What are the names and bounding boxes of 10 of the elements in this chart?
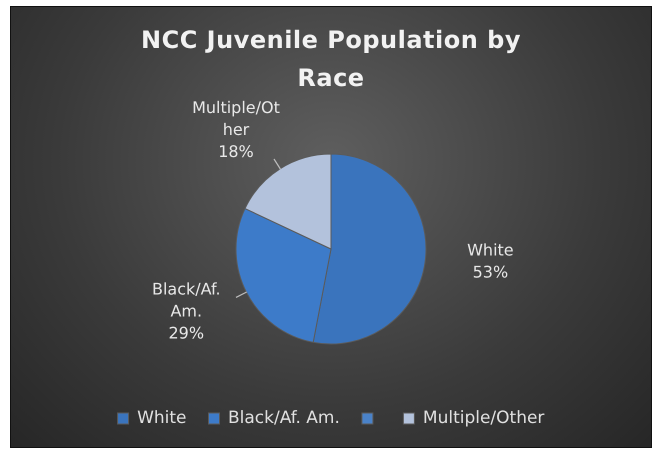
data-label: 18%: [218, 142, 254, 161]
legend-label: Black/Af. Am.: [228, 408, 340, 428]
legend-label: Multiple/Other: [422, 408, 544, 428]
data-label: 53%: [472, 262, 508, 282]
slice-label: White: [467, 240, 514, 260]
chart-title: NCC Juvenile Population by Race: [140, 25, 522, 94]
slice-label: Black/Af. Am.: [152, 280, 221, 321]
legend-label: White: [137, 408, 187, 428]
data-label: 29%: [168, 324, 204, 343]
slice-label: Multiple/Other: [192, 98, 280, 139]
